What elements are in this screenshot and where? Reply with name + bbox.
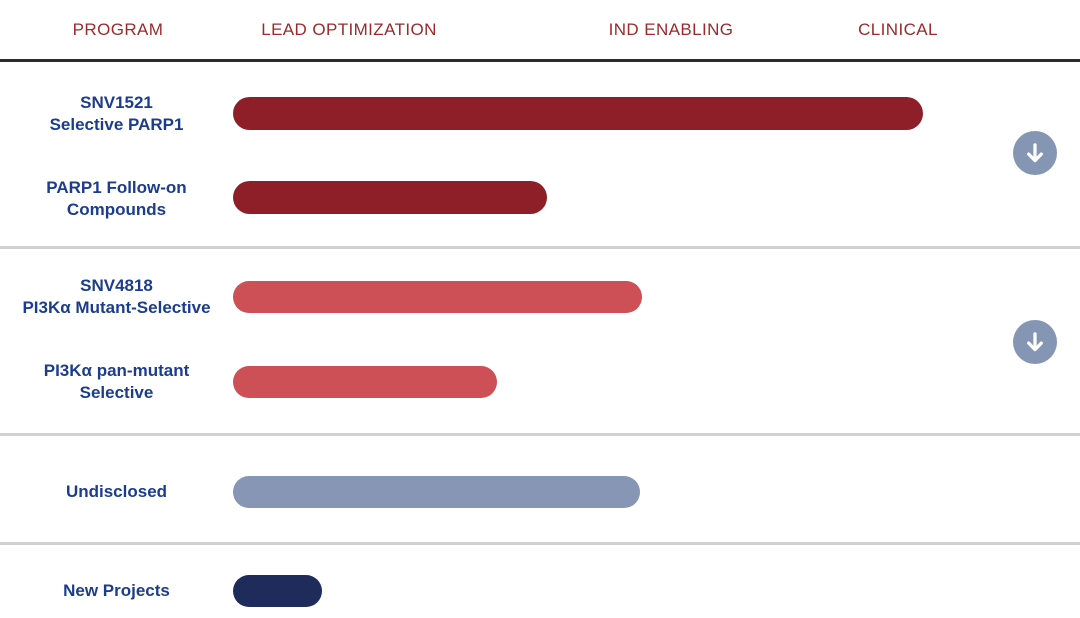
progress-bar-new-projects [233, 575, 322, 607]
progress-bar-undisclosed [233, 476, 640, 508]
arrow-down-icon [1022, 329, 1048, 355]
progress-bar-snv1521 [233, 97, 923, 130]
progress-bar-snv4818 [233, 281, 642, 313]
column-header-lead-optimization: LEAD OPTIMIZATION [261, 20, 437, 39]
group-divider-2 [0, 433, 1080, 436]
program-label-snv4818: SNV4818 PI3Kα Mutant-Selective [22, 276, 211, 317]
progress-bar-parp1-follow-on [233, 181, 547, 214]
program-label-pi3ka-pan-mutant: PI3Kα pan-mutant Selective [43, 361, 190, 402]
column-header-clinical: CLINICAL [858, 20, 938, 39]
expand-group-pi3ka-button[interactable] [1013, 320, 1057, 364]
column-header-program: PROGRAM [72, 20, 164, 39]
program-label-parp1-follow-on: PARP1 Follow-on Compounds [46, 178, 187, 219]
program-label-new-projects: New Projects [63, 581, 170, 600]
progress-bar-pi3ka-pan-mutant [233, 366, 497, 398]
program-label-snv1521: SNV1521 Selective PARP1 [49, 93, 184, 134]
program-label-undisclosed: Undisclosed [65, 482, 168, 501]
group-divider-1 [0, 246, 1080, 249]
expand-group-parp1-button[interactable] [1013, 131, 1057, 175]
arrow-down-icon [1022, 140, 1048, 166]
group-divider-3 [0, 542, 1080, 545]
header-divider [0, 59, 1080, 62]
column-header-ind-enabling: IND ENABLING [608, 20, 734, 39]
